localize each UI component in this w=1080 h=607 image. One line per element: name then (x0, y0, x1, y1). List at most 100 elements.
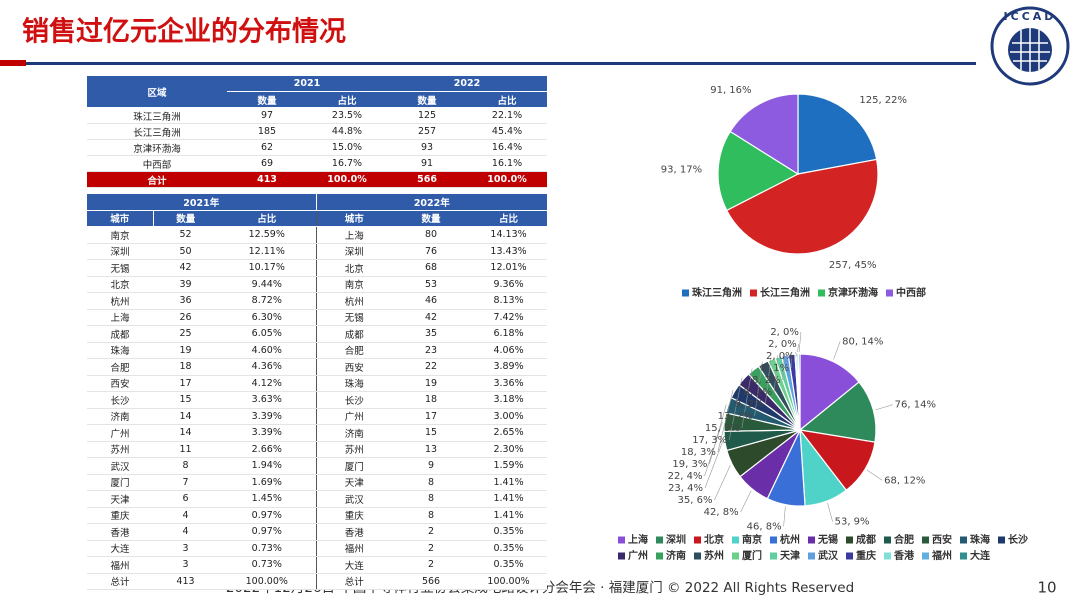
table-row: 香港 4 0.97% 香港 2 0.35% (87, 523, 548, 541)
table-cell: 15 (153, 391, 218, 409)
table-cell: 大连 (316, 556, 393, 574)
table-cell: 16.1% (467, 155, 548, 172)
legend-swatch (808, 536, 815, 544)
table-cell: 长江三角洲 (87, 123, 227, 140)
pie-slice (799, 353, 860, 432)
legend-label: 厦门 (742, 549, 762, 562)
table-row: 成都 25 6.05% 成都 35 6.18% (87, 325, 548, 343)
table-row: 区域 2021 2022 (87, 76, 548, 108)
legend-label: 京津环渤海 (828, 286, 878, 299)
data-label: 23, 4% (668, 483, 703, 494)
table-cell: 南京 (87, 226, 153, 244)
legend-label: 济南 (666, 549, 686, 562)
table-cell: 2022年 (316, 194, 548, 211)
table-cell: 4.06% (470, 342, 548, 359)
table-cell: 257 (387, 123, 468, 140)
table-cell: 天津 (87, 490, 153, 508)
legend-label: 中西部 (896, 286, 926, 299)
table-cell: 15 (392, 424, 471, 442)
data-label: 93, 17% (661, 165, 702, 176)
table-cell: 西安 (316, 358, 393, 376)
title-rule (26, 62, 976, 65)
legend-swatch (618, 552, 625, 560)
table-row: 数量 占比 数量 占比 (87, 91, 548, 108)
data-label: 2, 0% (768, 339, 797, 350)
leader-line (833, 341, 841, 360)
table-cell: 2 (392, 556, 471, 574)
table-row: 合计 413 100.0% 566 100.0% (87, 171, 548, 188)
table-cell: 97 (227, 107, 307, 124)
table-row: 2021年 2022年 (87, 194, 548, 211)
table-row: 珠海 19 4.60% 合肥 23 4.06% (87, 342, 548, 359)
table-cell: 杭州 (316, 292, 393, 310)
legend-label: 香港 (894, 549, 915, 562)
table-row: 苏州 11 2.66% 苏州 13 2.30% (87, 441, 548, 458)
logo-grid (1010, 28, 1050, 72)
table-cell: 15.0% (307, 139, 388, 156)
table-cell: 36 (153, 292, 218, 310)
table-cell: 7.42% (470, 309, 548, 326)
table-cell: 1.94% (218, 457, 317, 475)
table-cell: 0.35% (470, 523, 548, 541)
table-cell: 4.60% (218, 342, 317, 359)
legend-swatch (922, 552, 929, 560)
data-label: 2, 0% (770, 327, 799, 338)
legend-label: 无锡 (817, 533, 838, 546)
table-cell: 总计 (87, 572, 153, 590)
table-cell: 城市 (316, 210, 393, 227)
data-label: 257, 45% (829, 260, 877, 271)
table-cell: 3.00% (470, 408, 548, 425)
table-cell: 占比 (307, 91, 388, 108)
legend-swatch (808, 552, 815, 560)
table-cell: 长沙 (316, 391, 393, 409)
table-cell: 10.17% (218, 259, 317, 277)
legend-label: 合肥 (893, 533, 914, 546)
table-row: 西安 17 4.12% 珠海 19 3.36% (87, 375, 548, 392)
table-cell: 42 (153, 259, 218, 277)
table-cell: 济南 (316, 424, 393, 442)
table-cell: 珠江三角洲 (87, 107, 227, 124)
data-label: 8, 2% (752, 375, 781, 386)
table-cell: 45.4% (467, 123, 548, 140)
table-cell: 46 (392, 292, 471, 310)
table-cell: 3 (153, 540, 218, 557)
data-label: 18, 3% (681, 447, 716, 458)
table-cell: 8 (153, 457, 218, 475)
data-label: 2, 0% (766, 351, 795, 362)
leader-line (714, 464, 731, 501)
table-cell: 68 (392, 259, 471, 277)
table-cell: 3.63% (218, 391, 317, 409)
table-row: 长江三角洲 185 44.8% 257 45.4% (87, 123, 548, 140)
table-cell: 福州 (316, 540, 393, 557)
pie-slice (797, 353, 801, 431)
legend-swatch (886, 289, 893, 297)
table-cell: 93 (387, 139, 468, 156)
table-cell: 上海 (87, 309, 153, 326)
legend-label: 广州 (628, 549, 648, 562)
table-cell: 23 (392, 342, 471, 359)
table-row: 中西部 69 16.7% 91 16.1% (87, 155, 548, 172)
table-cell: 13 (392, 441, 471, 458)
table-cell: 杭州 (87, 292, 153, 310)
pie-slice (797, 93, 878, 175)
table-cell: 深圳 (316, 243, 393, 260)
table-cell: 14 (153, 424, 218, 442)
region-table: 区域 2021 2022 数量 占比 数量 占比 珠江三角洲 97 23.5% 125 22.1% 长江… (87, 76, 548, 188)
table-cell: 厦门 (316, 457, 393, 475)
table-cell: 42 (392, 309, 471, 326)
legend-swatch (770, 552, 777, 560)
table-cell: 大连 (87, 540, 153, 557)
table-cell: 8 (392, 474, 471, 491)
legend-label: 杭州 (780, 533, 800, 546)
table-cell: 39 (153, 276, 218, 293)
leader-line (795, 352, 797, 357)
table-row: 济南 14 3.39% 广州 17 3.00% (87, 408, 548, 425)
table-cell: 12.59% (218, 226, 317, 244)
data-label: 8, 1% (761, 363, 790, 374)
table-cell: 50 (153, 243, 218, 260)
data-label: 35, 6% (678, 495, 713, 506)
table-cell: 2.66% (218, 441, 317, 458)
table-cell: 1.59% (470, 457, 548, 475)
data-label: 80, 14% (842, 337, 883, 348)
